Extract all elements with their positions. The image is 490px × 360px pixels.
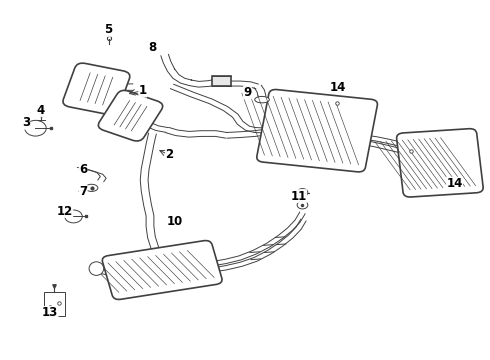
Text: 8: 8	[148, 41, 156, 54]
Ellipse shape	[85, 184, 98, 192]
FancyBboxPatch shape	[102, 240, 222, 300]
Ellipse shape	[255, 96, 270, 103]
Text: 11: 11	[291, 190, 307, 203]
Text: 13: 13	[42, 306, 58, 319]
FancyBboxPatch shape	[212, 76, 231, 86]
Text: 14: 14	[446, 177, 463, 190]
Ellipse shape	[297, 201, 308, 209]
Text: 4: 4	[36, 104, 45, 117]
FancyBboxPatch shape	[98, 90, 163, 141]
Text: 3: 3	[22, 116, 30, 129]
Text: 2: 2	[166, 148, 173, 162]
Text: 9: 9	[244, 86, 251, 99]
Ellipse shape	[297, 189, 308, 197]
FancyBboxPatch shape	[44, 292, 65, 316]
FancyBboxPatch shape	[63, 63, 130, 115]
Text: 12: 12	[57, 204, 73, 217]
Text: 10: 10	[166, 215, 182, 228]
Text: 14: 14	[329, 81, 346, 94]
Ellipse shape	[89, 262, 104, 275]
Text: 5: 5	[104, 23, 113, 36]
FancyBboxPatch shape	[396, 129, 483, 197]
FancyBboxPatch shape	[257, 90, 377, 172]
Text: 7: 7	[79, 185, 87, 198]
Text: 1: 1	[139, 84, 147, 97]
Text: 6: 6	[79, 163, 87, 176]
